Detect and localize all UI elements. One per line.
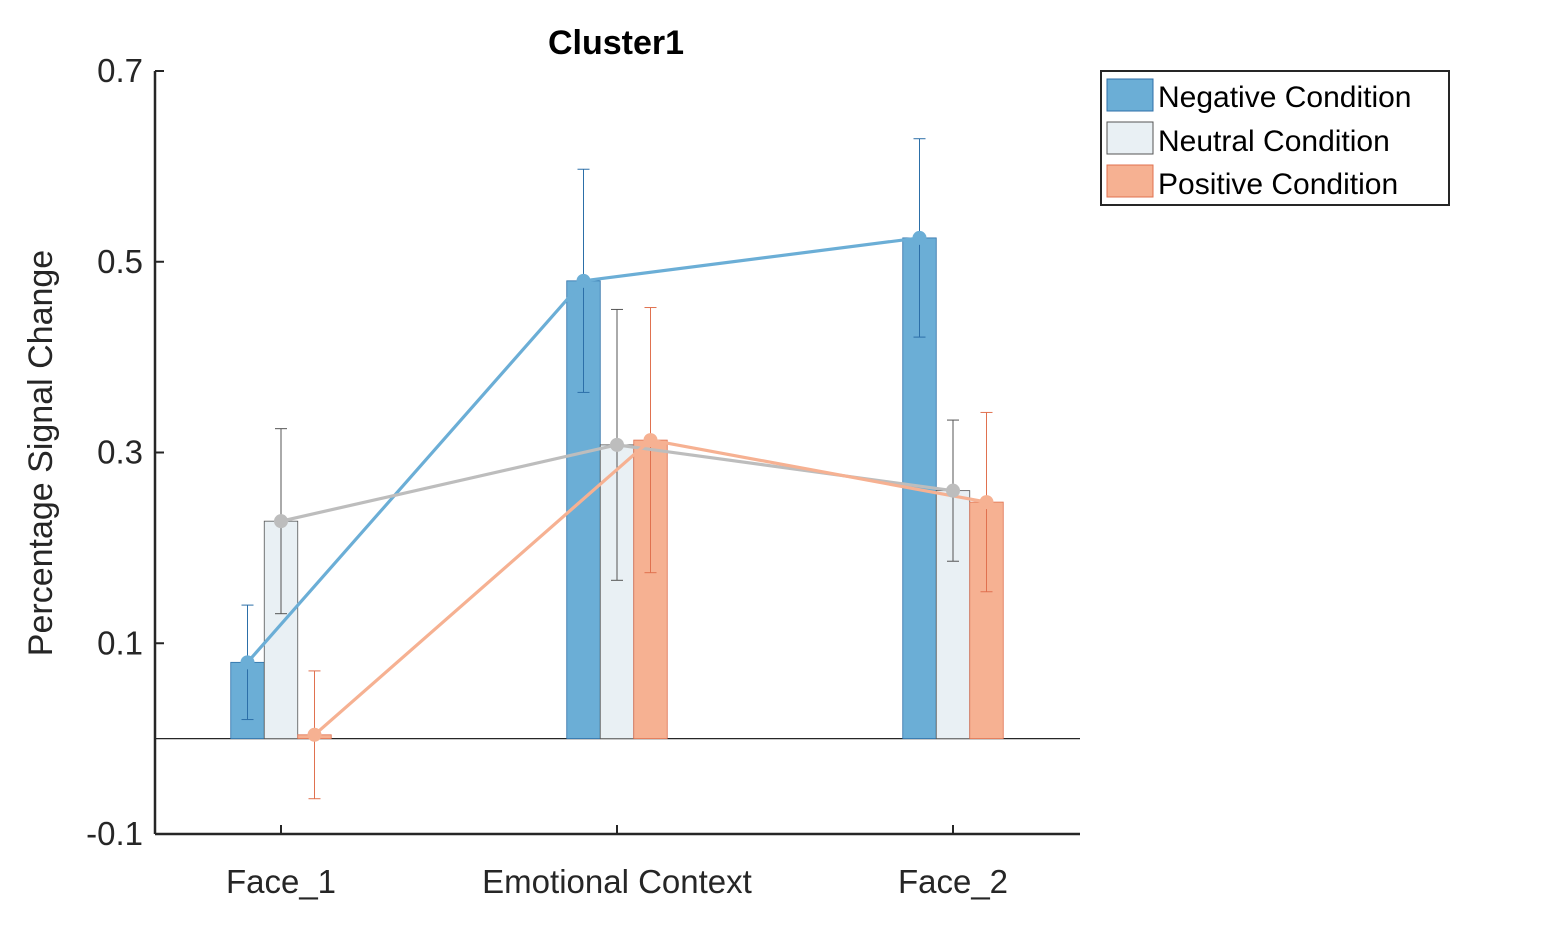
y-tick-label-3: 0.5 [97, 243, 143, 280]
legend-label-positive: Positive Condition [1158, 168, 1398, 201]
point-s2-c0 [307, 727, 322, 742]
y-axis-label: Percentage Signal Change [22, 250, 60, 656]
x-tick-label-2: Face_2 [898, 863, 1008, 900]
tick-labels-layer: -0.1 0.1 0.3 0.5 0.7 Face_1 Emotional Context F… [86, 52, 1008, 900]
point-s0-c1 [576, 273, 591, 288]
y-tick-label-0: -0.1 [86, 815, 143, 852]
points-layer [240, 230, 994, 742]
point-s0-c2 [912, 230, 927, 245]
x-tick-label-1: Emotional Context [482, 863, 752, 900]
legend-swatch-positive [1106, 164, 1154, 198]
point-s1-c1 [610, 437, 624, 452]
point-s1-c2 [946, 483, 960, 498]
point-s1-c0 [274, 514, 288, 529]
x-tick-label-0: Face_1 [226, 863, 336, 900]
chart-title: Cluster1 [548, 24, 684, 62]
y-tick-label-4: 0.7 [97, 52, 143, 89]
legend-swatch-negative [1106, 78, 1154, 112]
legend-box [1100, 70, 1450, 206]
point-s2-c2 [979, 495, 994, 510]
y-tick-label-2: 0.3 [97, 434, 143, 471]
legend: Negative Condition Neutral Condition Pos… [1100, 70, 1450, 206]
y-tick-label-1: 0.1 [97, 624, 143, 661]
point-s2-c1 [643, 433, 658, 448]
legend-label-negative: Negative Condition [1158, 81, 1412, 114]
point-s0-c0 [240, 655, 255, 670]
legend-swatch-neutral [1106, 121, 1154, 155]
legend-label-neutral: Neutral Condition [1158, 125, 1390, 158]
